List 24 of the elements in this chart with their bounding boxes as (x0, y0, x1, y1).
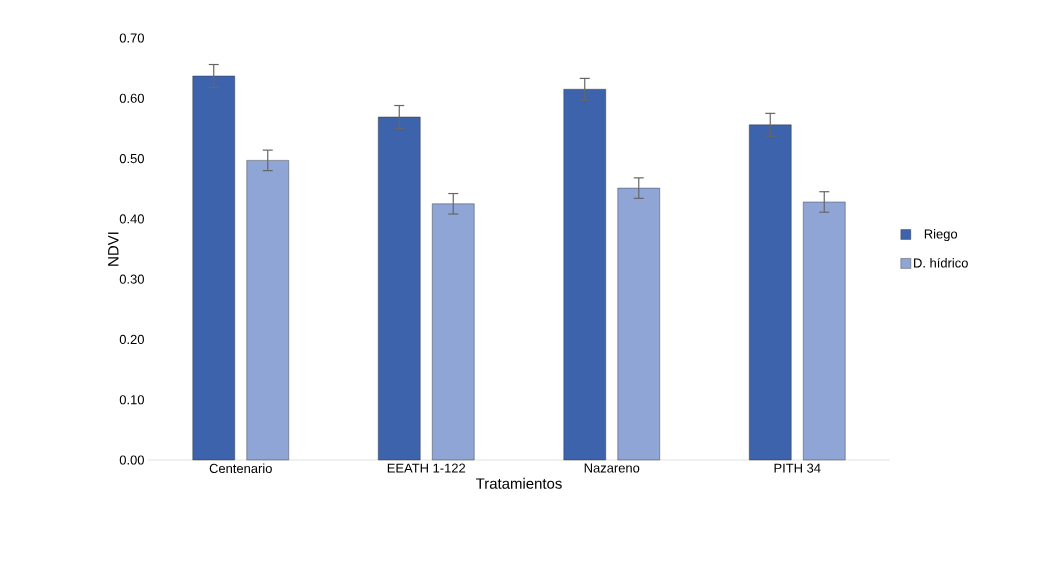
bar (803, 201, 846, 461)
bar (432, 203, 475, 461)
y-tick-label: 0.20 (119, 334, 144, 345)
y-tick-label: 0.10 (119, 395, 144, 405)
x-tick-label: Nazareno (584, 463, 640, 473)
legend-label: D. hídrico (914, 257, 968, 268)
y-tick-label: 0.40 (119, 214, 144, 224)
x-tick-label: Centenario (209, 463, 272, 474)
legend-label: Riego (924, 229, 958, 242)
bar (749, 124, 792, 461)
y-tick-label: 0.30 (119, 274, 144, 284)
bar (378, 116, 421, 461)
y-tick-label: 0.50 (119, 153, 144, 164)
x-axis-title: Tratamientos (476, 477, 562, 489)
y-axis-title: NDVI (108, 232, 119, 266)
x-tick-label: PITH 34 (774, 463, 821, 473)
bar (192, 75, 235, 461)
bar (563, 89, 606, 461)
x-tick-label: EEATH 1-122 (387, 463, 466, 473)
y-tick-label: 0.00 (119, 455, 144, 465)
bar (246, 160, 289, 461)
bar (617, 187, 660, 461)
y-tick-label: 0.70 (119, 33, 144, 43)
y-tick-label: 0.60 (119, 93, 144, 103)
